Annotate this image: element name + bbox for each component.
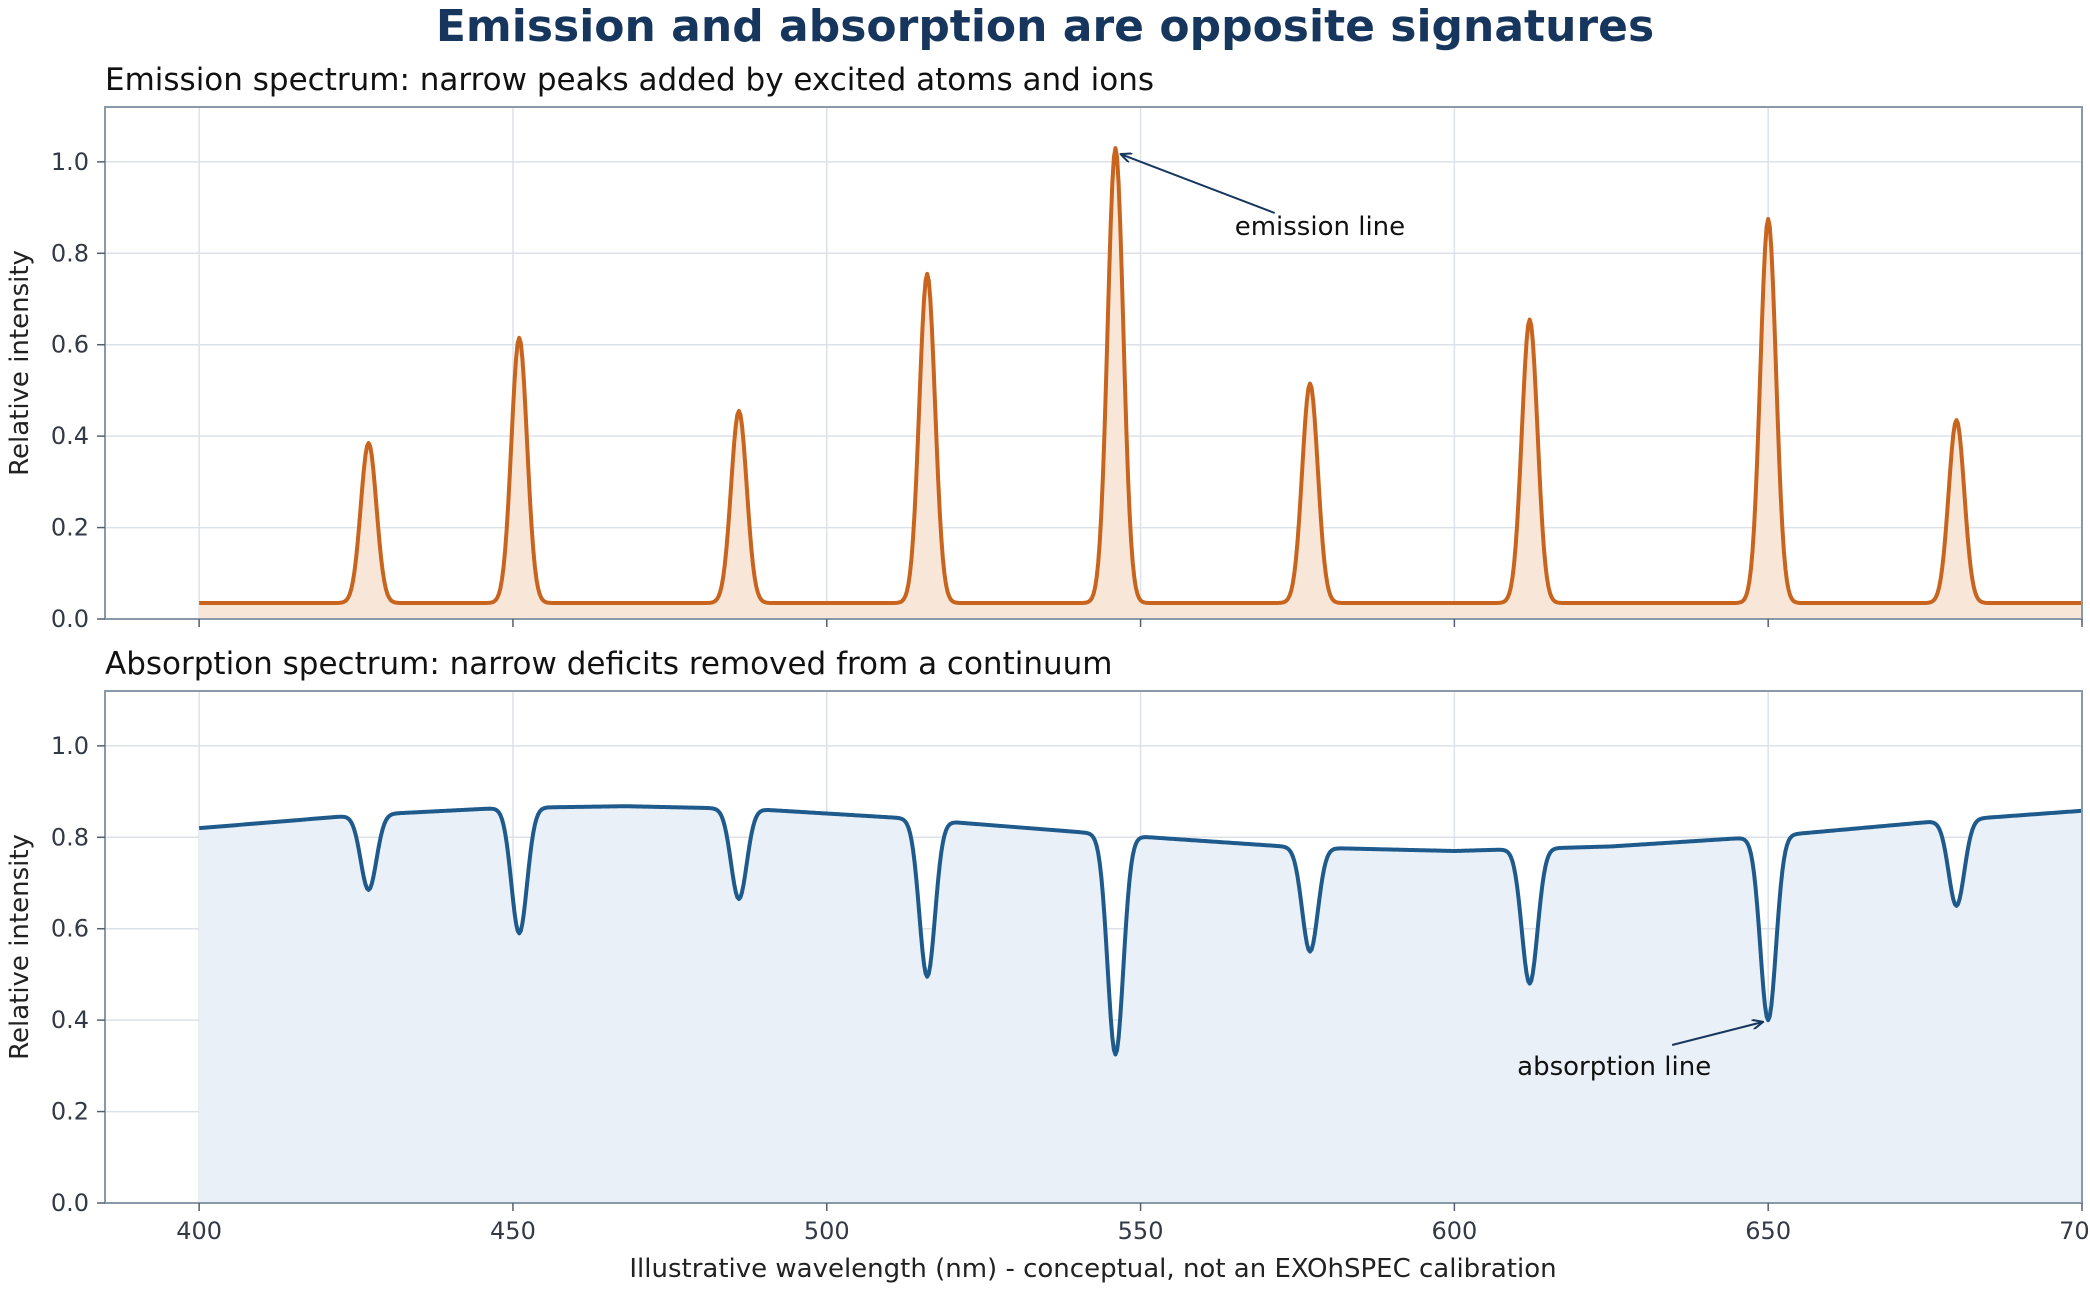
y-tick-label: 0.8: [51, 823, 89, 851]
y-tick-label: 0.2: [51, 514, 89, 542]
plot-frame: [104, 106, 2083, 620]
absorption-panel: Absorption spectrum: narrow deficits rem…: [5, 646, 2090, 1245]
y-tick-label: 1.0: [51, 732, 89, 760]
series-line: [198, 146, 2083, 605]
series-area: [199, 806, 2082, 1203]
annotation-arrow: [1121, 154, 1276, 214]
series-line: [198, 804, 2083, 1057]
x-tick-label: 450: [490, 1217, 536, 1245]
y-tick-label: 0.2: [51, 1098, 89, 1126]
y-tick-label: 0.8: [51, 239, 89, 267]
y-tick-label: 0.4: [51, 1006, 89, 1034]
y-tick-label: 0.4: [51, 422, 89, 450]
annotation-arrow: [1671, 1022, 1762, 1046]
y-axis-label: Relative intensity: [5, 834, 35, 1060]
y-tick-label: 0.0: [51, 605, 89, 633]
plot-frame: [104, 690, 2083, 1204]
figure-title: Emission and absorption are opposite sig…: [436, 1, 1654, 52]
y-axis-label: Relative intensity: [5, 250, 35, 476]
emission-panel: Emission spectrum: narrow peaks added by…: [5, 62, 2083, 633]
x-tick-label: 650: [1745, 1217, 1791, 1245]
y-tick-label: 0.6: [51, 915, 89, 943]
panel-title: Emission spectrum: narrow peaks added by…: [105, 62, 1154, 98]
x-axis-label: Illustrative wavelength (nm) - conceptua…: [629, 1254, 1556, 1284]
y-tick-label: 0.6: [51, 331, 89, 359]
y-tick-label: 0.0: [51, 1189, 89, 1217]
panel-title: Absorption spectrum: narrow deficits rem…: [105, 646, 1113, 682]
x-tick-label: 550: [1118, 1217, 1164, 1245]
annotation-label: absorption line: [1517, 1052, 1711, 1082]
x-tick-label: 600: [1431, 1217, 1477, 1245]
x-tick-label: 500: [804, 1217, 850, 1245]
y-tick-label: 1.0: [51, 148, 89, 176]
x-tick-label: 400: [176, 1217, 222, 1245]
x-tick-label: 700: [2059, 1217, 2090, 1245]
annotation-label: emission line: [1235, 212, 1405, 242]
